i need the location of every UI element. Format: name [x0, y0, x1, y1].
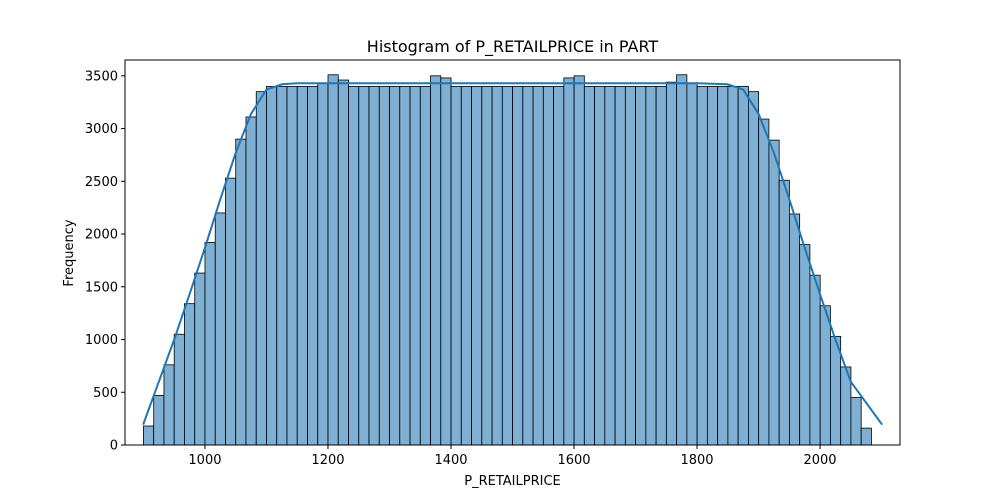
y-tick-label: 1000 — [85, 333, 118, 348]
histogram-bar — [696, 85, 708, 446]
histogram-bar — [727, 85, 739, 446]
histogram-bar — [532, 85, 544, 446]
histogram-bar — [850, 397, 862, 446]
histogram-bar — [358, 85, 370, 446]
histogram-bar — [758, 118, 770, 446]
x-tick-label: 1600 — [557, 453, 590, 468]
histogram-bar — [665, 81, 678, 446]
x-axis: 1000 1200 1400 1600 1800 2000 — [188, 445, 837, 468]
histogram-bar — [553, 85, 565, 446]
x-tick-label: 1200 — [311, 453, 344, 468]
histogram-bar — [194, 272, 206, 446]
y-tick-label: 2000 — [85, 228, 118, 243]
histogram-bar — [635, 85, 647, 446]
histogram-bar — [686, 82, 698, 446]
histogram-bar — [255, 91, 267, 446]
histogram-bar — [348, 85, 360, 446]
y-axis-title: Frequency — [62, 219, 77, 286]
histogram-bar — [471, 85, 483, 446]
histogram-bar — [522, 85, 534, 446]
histogram-bar — [573, 75, 585, 446]
histogram-bar — [307, 85, 319, 446]
histogram-bar — [768, 139, 780, 446]
histogram-bar — [460, 85, 472, 446]
histogram-bar — [614, 85, 626, 446]
histogram-bar — [399, 85, 411, 446]
y-tick-label: 1500 — [85, 280, 118, 295]
histogram-bar — [378, 85, 390, 446]
histogram-bar — [594, 85, 606, 446]
histogram-bar — [317, 82, 329, 446]
histogram-bar — [214, 212, 226, 446]
kde-curve — [142, 82, 883, 425]
histogram-bar — [419, 85, 431, 446]
x-axis-title: P_RETAILPRICE — [464, 474, 560, 489]
histogram-bar — [542, 85, 554, 446]
histogram-bar — [409, 85, 421, 446]
histogram-bar — [512, 85, 524, 446]
histogram-bar — [276, 85, 288, 446]
histogram-bar — [245, 116, 257, 446]
histogram-bar — [645, 85, 657, 446]
histogram-bar — [717, 85, 729, 446]
histogram-bar — [368, 85, 380, 446]
histogram-bar — [296, 85, 308, 446]
x-tick-label: 1000 — [188, 453, 221, 468]
y-tick-label: 500 — [93, 386, 118, 401]
histogram-bar — [204, 242, 216, 446]
histogram-bar — [173, 333, 185, 446]
histogram-bar — [655, 85, 667, 446]
x-tick-label: 1800 — [680, 453, 713, 468]
histogram-bar — [430, 75, 442, 446]
histogram-bar — [225, 177, 237, 446]
histogram-bar — [450, 85, 462, 446]
histogram-bar — [501, 85, 513, 446]
histogram-bar — [778, 179, 790, 446]
histogram-bar — [809, 274, 821, 446]
histogram-bar — [266, 85, 278, 446]
histogram-bar — [706, 85, 719, 446]
histogram-bar — [491, 85, 503, 446]
histogram-bar — [624, 85, 637, 446]
histogram-bar — [860, 427, 872, 446]
histogram-bar — [153, 395, 165, 446]
y-tick-label: 3500 — [85, 69, 118, 84]
histogram-bar — [819, 305, 831, 446]
histogram-bar — [789, 213, 801, 446]
histogram-bar — [235, 138, 247, 446]
histogram-bar — [143, 425, 155, 446]
histogram-bar — [583, 85, 595, 446]
histogram-bar — [286, 85, 298, 446]
histogram-bar — [748, 91, 760, 446]
kde-layer — [142, 82, 883, 425]
chart-title: Histogram of P_RETAILPRICE in PART — [367, 37, 659, 57]
histogram-bar — [604, 85, 616, 446]
histogram-bar — [799, 244, 811, 446]
x-tick-label: 1400 — [434, 453, 467, 468]
y-axis: 0 500 1000 1500 2000 2500 3000 3500 — [85, 69, 125, 454]
y-tick-label: 2500 — [85, 175, 118, 190]
histogram-bar — [481, 85, 493, 446]
histogram-bar — [440, 77, 452, 446]
histogram-bar — [327, 74, 339, 446]
histogram-bar — [184, 303, 196, 446]
histogram-bar — [676, 74, 688, 446]
y-tick-label: 0 — [110, 439, 118, 454]
histogram-bar — [737, 85, 749, 446]
x-tick-label: 2000 — [803, 453, 836, 468]
histogram-bar — [389, 85, 401, 446]
y-tick-label: 3000 — [85, 122, 118, 137]
histogram-bar — [563, 77, 575, 446]
histogram-bar — [163, 364, 175, 446]
histogram-bar — [337, 79, 349, 446]
bars-layer — [143, 74, 872, 446]
plot-frame — [124, 59, 901, 446]
